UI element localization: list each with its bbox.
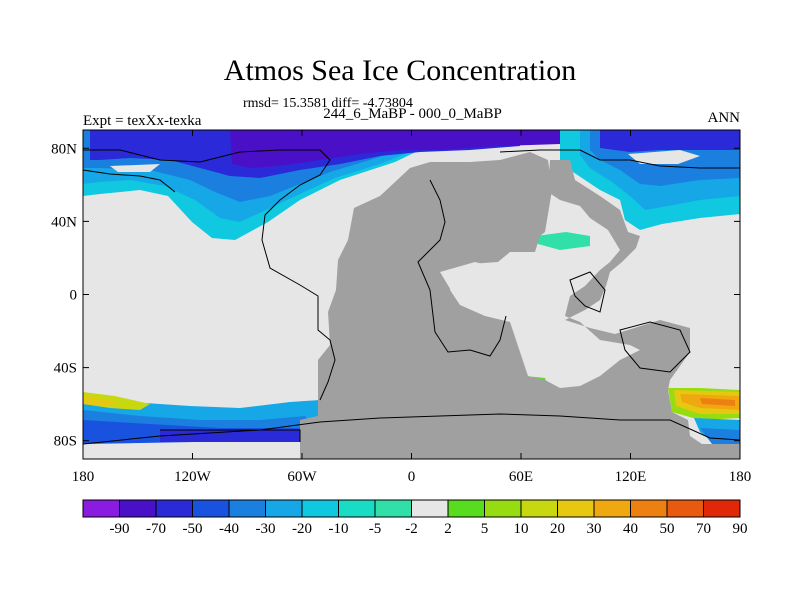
x-tick-label: 120W <box>174 469 212 485</box>
coastlines <box>83 149 740 445</box>
colorbar-label: 10 <box>514 521 529 537</box>
colorbar-label: 30 <box>587 521 602 537</box>
colorbar-swatch <box>520 499 558 518</box>
stats-label: rmsd= 15.3581 diff= -4.73804 <box>243 96 413 111</box>
pangaea-landmass <box>300 152 740 459</box>
coastline-asia <box>499 149 740 169</box>
x-tick-label: 120E <box>615 469 647 485</box>
map-field <box>83 130 740 459</box>
southern-east-band-6 <box>700 428 740 444</box>
colorbar-label: 70 <box>696 521 711 537</box>
colorbar-label: -90 <box>110 521 130 537</box>
colorbar-swatch <box>265 499 303 518</box>
colorbar-swatch <box>447 499 485 518</box>
y-tick-label: 80S <box>54 434 77 450</box>
southern-east-band-4 <box>700 398 735 406</box>
x-tick-label: 60E <box>509 469 533 485</box>
colorbar-swatch <box>630 499 668 518</box>
colorbar-swatch <box>666 499 704 518</box>
colorbar-label: 50 <box>660 521 675 537</box>
arctic-east-band-4 <box>600 130 740 152</box>
tethys-ice-band <box>536 232 590 250</box>
y-tick-label: 80N <box>51 141 77 157</box>
colorbar-label: 2 <box>444 521 452 537</box>
chart-subtitle: 244_6_MaBP - 000_0_MaBP <box>323 106 502 122</box>
colorbar-swatch <box>593 499 631 518</box>
colorbar-swatch <box>119 499 157 518</box>
y-tick-label: 0 <box>70 288 78 304</box>
coastline-australia <box>619 321 691 373</box>
colorbar: -90 -70 -50 -40 -30 -20 -10 -5 -2 2 5 10 20 30 40 50 70 9… <box>82 499 748 537</box>
period-label: ANN <box>707 110 741 126</box>
y-tick-label: 40S <box>54 361 77 377</box>
ocean-inlet <box>440 262 500 310</box>
x-tick-label: 60W <box>287 469 317 485</box>
coastline-southern <box>160 429 301 442</box>
arctic-ice-free-patch-west <box>110 164 160 172</box>
coastline-north <box>83 169 176 193</box>
arctic-west-band-5 <box>230 130 560 168</box>
colorbar-swatch <box>557 499 595 518</box>
chart-title: Atmos Sea Ice Concentration <box>223 54 577 87</box>
colorbar-swatch <box>411 499 449 518</box>
colorbar-label: -2 <box>405 521 418 537</box>
colorbar-label: -30 <box>256 521 276 537</box>
coastline-antarctica <box>83 413 740 445</box>
experiment-label: Expt = texXx-texka <box>83 113 202 129</box>
colorbar-swatch <box>155 499 193 518</box>
colorbar-label: 40 <box>623 521 638 537</box>
x-tick-label: 180 <box>729 469 752 485</box>
colorbar-label: -5 <box>369 521 382 537</box>
colorbar-label: 5 <box>481 521 489 537</box>
x-tick-label: 0 <box>408 469 416 485</box>
colorbar-label: 20 <box>550 521 565 537</box>
colorbar-swatch <box>374 499 412 518</box>
coastline-africa-eurasia <box>417 179 507 357</box>
colorbar-swatch <box>338 499 376 518</box>
y-tick-label: 40N <box>51 214 77 230</box>
southern-positive-band-2 <box>83 396 120 406</box>
colorbar-swatch <box>82 499 120 518</box>
coastline-americas <box>83 149 336 401</box>
colorbar-label: -50 <box>183 521 203 537</box>
axis-ticks: 180 120W 60W 0 60E 120E 180 80N 40N 0 40S 80S <box>51 130 751 485</box>
colorbar-label: -70 <box>146 521 166 537</box>
colorbar-swatch <box>301 499 339 518</box>
colorbar-swatch <box>192 499 230 518</box>
coastline-india <box>569 271 606 313</box>
colorbar-swatch <box>228 499 266 518</box>
colorbar-label: 90 <box>733 521 748 537</box>
colorbar-label: -40 <box>219 521 239 537</box>
x-tick-label: 180 <box>72 469 95 485</box>
colorbar-label: -20 <box>292 521 312 537</box>
southern-west-band-4 <box>160 430 305 442</box>
arctic-ice-free-patch <box>628 150 700 164</box>
colorbar-label: -10 <box>329 521 349 537</box>
colorbar-swatch <box>484 499 522 518</box>
colorbar-swatch <box>703 499 741 518</box>
